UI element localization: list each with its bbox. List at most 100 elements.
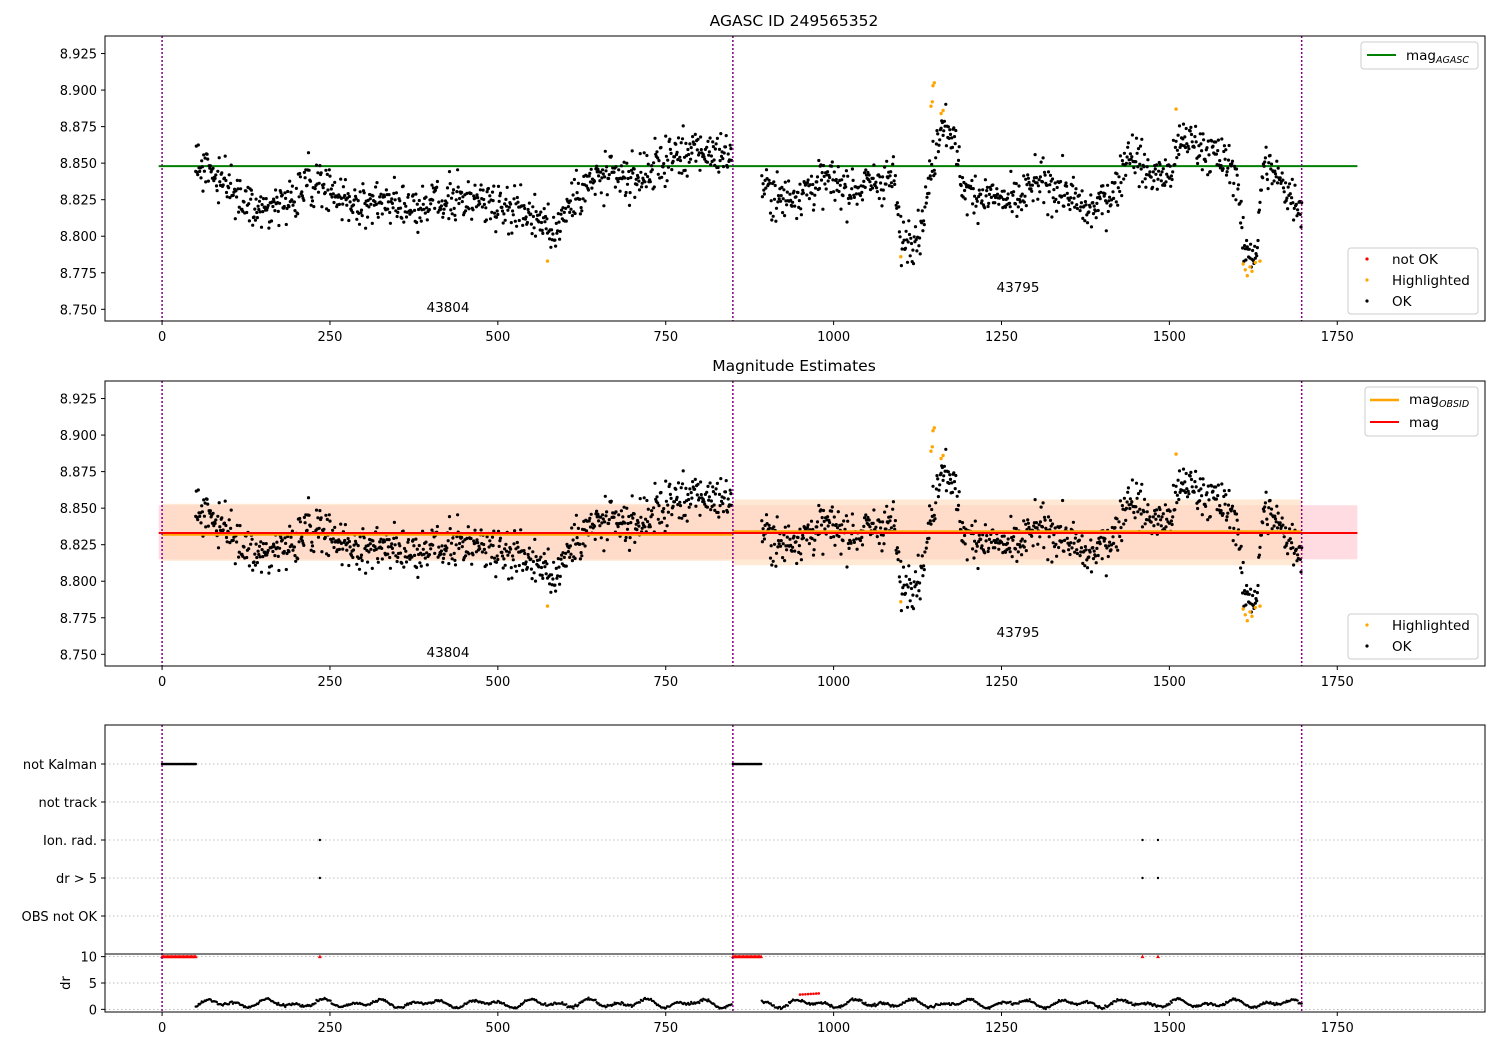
data-point-ok — [839, 207, 843, 211]
data-point-ok — [526, 207, 530, 212]
data-point-ok — [298, 175, 302, 179]
data-point-ok — [1200, 513, 1204, 517]
data-point-ok — [515, 569, 519, 573]
data-point-ok — [1207, 498, 1211, 502]
data-point-ok — [390, 197, 394, 201]
data-point-ok — [627, 548, 632, 553]
data-point-ok — [254, 542, 258, 546]
data-point-ok — [882, 197, 886, 201]
data-point-ok — [1190, 140, 1194, 144]
data-point-ok — [616, 525, 620, 529]
data-point-ok — [396, 555, 400, 560]
data-point-ok — [323, 535, 327, 540]
data-point-ok — [1124, 161, 1128, 165]
data-point-ok — [711, 485, 715, 489]
data-point-ok — [822, 519, 826, 524]
data-point-ok — [1067, 543, 1071, 547]
data-point-ok — [1275, 504, 1279, 508]
data-point-ok — [1138, 489, 1143, 493]
data-point-ok — [568, 544, 573, 548]
data-point-ok — [944, 447, 948, 451]
data-point-ok — [456, 513, 460, 517]
data-point-ok — [229, 181, 233, 185]
data-point-ok — [231, 193, 235, 197]
data-point-ok — [976, 566, 980, 571]
data-point-ok — [826, 524, 830, 528]
data-point-ok — [959, 183, 963, 188]
data-point-ok — [237, 210, 241, 214]
data-point-ok — [1199, 142, 1203, 146]
data-point-ok — [1181, 137, 1185, 141]
data-point-ok — [440, 199, 444, 203]
data-point-ok — [218, 180, 222, 184]
data-point-ok — [1199, 487, 1203, 491]
data-point-ok — [413, 553, 417, 558]
data-point-ok — [1133, 171, 1137, 175]
data-point-ok — [290, 543, 294, 547]
data-point-ok — [471, 208, 475, 212]
data-point-ok — [557, 565, 561, 569]
data-point-ok — [1035, 526, 1039, 530]
data-point-ok — [252, 560, 256, 564]
data-point-ok — [627, 169, 631, 174]
data-point-ok — [1112, 541, 1116, 546]
data-point-ok — [470, 562, 474, 566]
data-point-ok — [416, 230, 420, 234]
data-point-ok — [868, 525, 872, 529]
data-point-ok — [1079, 550, 1083, 554]
dr-point — [552, 1003, 555, 1006]
dr-point — [1115, 1000, 1118, 1003]
data-point-ok — [832, 170, 836, 174]
data-point-ok — [1276, 166, 1280, 170]
data-point-ok — [1087, 210, 1091, 214]
data-point-ok — [668, 492, 673, 496]
data-point-ok — [862, 524, 866, 529]
dr-point — [1164, 1005, 1167, 1008]
data-point-ok — [777, 197, 781, 201]
data-point-ok — [282, 549, 286, 554]
data-point-ok — [928, 174, 932, 178]
data-point-highlighted — [899, 600, 903, 604]
data-point-highlighted — [1174, 452, 1178, 456]
dr-point — [947, 1002, 951, 1005]
data-point-ok — [846, 196, 851, 201]
data-point-ok — [1113, 526, 1117, 530]
data-point-highlighted — [1243, 613, 1248, 617]
data-point-ok — [907, 564, 911, 568]
data-point-ok — [799, 552, 803, 556]
dr-point — [522, 1001, 526, 1004]
data-point-ok — [1100, 557, 1104, 561]
data-point-ok — [491, 199, 495, 203]
data-point-ok — [999, 540, 1004, 544]
data-point-ok — [1194, 469, 1198, 473]
data-point-ok — [705, 505, 710, 509]
data-point-ok — [460, 190, 464, 194]
data-point-ok — [1206, 173, 1210, 177]
data-point-ok — [411, 538, 415, 542]
data-point-ok — [1030, 183, 1034, 187]
data-point-ok — [1136, 510, 1140, 514]
data-point-ok — [473, 183, 477, 187]
data-point-ok — [379, 537, 383, 541]
data-point-ok — [796, 535, 800, 540]
data-point-ok — [760, 519, 764, 523]
data-point-ok — [785, 203, 789, 207]
data-point-ok — [237, 550, 241, 554]
data-point-ok — [1120, 194, 1124, 198]
data-point-ok — [709, 508, 713, 512]
data-point-ok — [539, 565, 544, 570]
data-point-ok — [1075, 548, 1079, 552]
data-point-ok — [686, 147, 690, 152]
dr-point — [227, 1003, 231, 1006]
data-point-ok — [697, 151, 701, 155]
data-point-ok — [789, 198, 793, 202]
data-point-ok — [430, 183, 434, 187]
data-point-ok — [1280, 516, 1284, 520]
data-point-ok — [215, 189, 219, 193]
data-point-ok — [801, 191, 806, 195]
data-point-ok — [699, 493, 703, 497]
data-point-ok — [530, 232, 534, 236]
data-point-ok — [414, 537, 418, 541]
data-point-ok — [373, 545, 377, 549]
data-point-ok — [920, 554, 924, 558]
